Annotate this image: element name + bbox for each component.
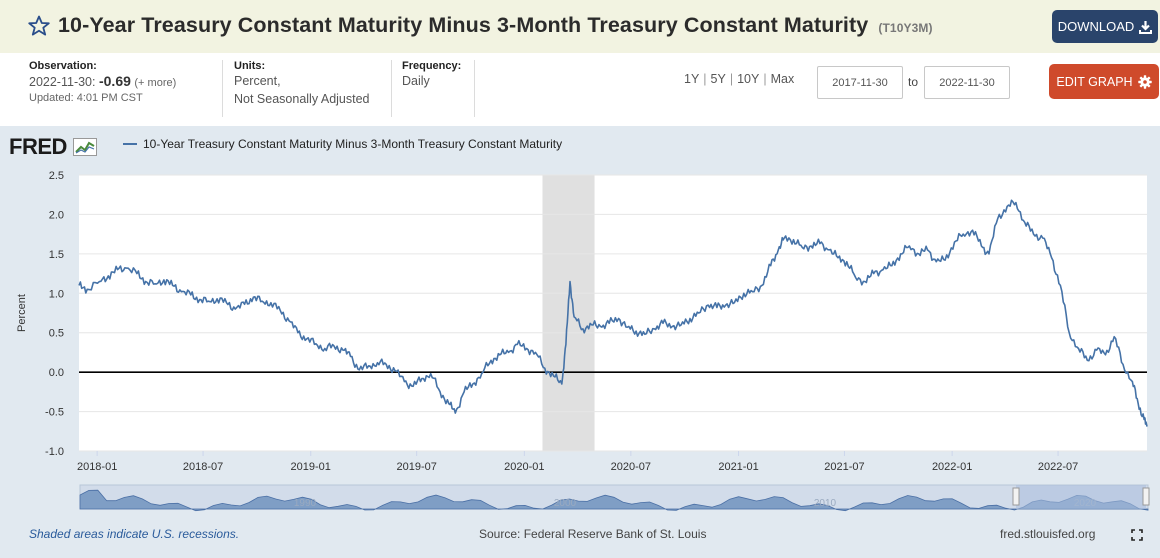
fred-logo-chart-icon [72, 138, 97, 156]
page-title: 10-Year Treasury Constant Maturity Minus… [58, 13, 933, 38]
range-5y[interactable]: 5Y [710, 72, 726, 86]
edit-graph-label: EDIT GRAPH [1056, 74, 1133, 89]
series-line [78, 199, 1148, 427]
units-block: Units: Percent, Not Seasonally Adjusted [234, 60, 370, 120]
chart-panel: FRED 10-Year Treasury Constant Maturity … [0, 126, 1160, 558]
x-tick-label: 2022-01 [932, 461, 972, 473]
divider [391, 60, 392, 117]
y-tick-label: -1.0 [45, 446, 64, 458]
download-label: DOWNLOAD [1057, 19, 1135, 34]
units-line2: Not Seasonally Adjusted [234, 92, 370, 106]
units-label: Units: [234, 60, 266, 72]
divider [474, 60, 475, 117]
divider [222, 60, 223, 117]
range-separator: | [763, 72, 767, 86]
frequency-label: Frequency: [402, 60, 462, 72]
range-selector: 1Y | 5Y | 10Y | Max [684, 72, 794, 86]
x-tick-label: 2021-07 [824, 461, 864, 473]
fullscreen-icon[interactable] [1131, 529, 1143, 541]
y-tick-label: 1.0 [49, 288, 64, 300]
series-title: 10-Year Treasury Constant Maturity Minus… [58, 13, 869, 37]
gear-icon [1137, 74, 1152, 89]
start-date-input[interactable]: 2017-11-30 [817, 66, 903, 99]
end-date-input[interactable]: 2022-11-30 [924, 66, 1010, 99]
navigator-label: 1990 [294, 498, 317, 509]
observation-block: Observation: 2022-11-30: -0.69 (+ more) … [29, 60, 176, 120]
frequency-value: Daily [402, 74, 430, 88]
plot-area [79, 175, 1147, 451]
x-tick-label: 2018-01 [77, 461, 117, 473]
star-icon[interactable] [27, 14, 51, 38]
units-line1: Percent, [234, 74, 281, 88]
y-axis-label: Percent [16, 294, 28, 332]
x-tick-label: 2020-07 [611, 461, 651, 473]
observation-label: Observation: [29, 60, 97, 72]
x-tick-label: 2021-01 [718, 461, 758, 473]
frequency-block: Frequency: Daily [402, 60, 461, 120]
download-icon [1139, 20, 1153, 34]
recession-note[interactable]: Shaded areas indicate U.S. recessions. [29, 527, 240, 541]
y-tick-label: 1.5 [49, 249, 64, 261]
x-tick-label: 2022-07 [1038, 461, 1078, 473]
range-1y[interactable]: 1Y [684, 72, 700, 86]
edit-graph-button[interactable]: EDIT GRAPH [1049, 64, 1159, 99]
download-button[interactable]: DOWNLOAD [1052, 10, 1158, 43]
navigator-handle[interactable] [1012, 487, 1020, 506]
y-tick-label: 0.0 [49, 367, 64, 379]
x-tick-label: 2018-07 [183, 461, 223, 473]
x-tick-label: 2019-07 [396, 461, 436, 473]
observation-date: 2022-11-30: [29, 75, 96, 89]
navigator-handle[interactable] [1142, 487, 1150, 506]
observation-more-link[interactable]: (+ more) [134, 77, 177, 89]
range-separator: | [729, 72, 734, 86]
chart-legend: 10-Year Treasury Constant Maturity Minus… [123, 137, 562, 151]
y-tick-label: 2.5 [49, 170, 64, 182]
site-url[interactable]: fred.stlouisfed.org [1000, 527, 1096, 541]
range-separator: | [703, 72, 707, 86]
x-tick-label: 2020-01 [504, 461, 544, 473]
observation-line: 2022-11-30: -0.69 (+ more) [29, 72, 176, 92]
series-id: (T10Y3M) [878, 21, 933, 35]
range-max[interactable]: Max [770, 72, 795, 86]
x-tick-label: 2019-01 [291, 461, 331, 473]
legend-label: 10-Year Treasury Constant Maturity Minus… [143, 137, 563, 151]
fred-logo-text: FRED [9, 134, 67, 159]
y-tick-label: 2.0 [49, 209, 64, 221]
navigator-window [1016, 485, 1146, 509]
fred-logo: FRED [9, 134, 97, 160]
navigator-label: 2000 [554, 498, 577, 509]
line-chart[interactable]: 2.5 2.0 1.5 1.0 0.5 0.0 -0.5 -1.0 2018-01 2018-07… [0, 126, 1160, 558]
to-label: to [908, 75, 919, 89]
navigator-label: 2010 [814, 498, 837, 509]
source-credit: Source: Federal Reserve Bank of St. Loui… [479, 527, 707, 541]
observation-value: -0.69 [98, 73, 131, 89]
updated-time: Updated: 4:01 PM CST [29, 92, 143, 104]
title-bar: 10-Year Treasury Constant Maturity Minus… [0, 0, 1160, 53]
y-tick-label: 0.5 [49, 328, 64, 340]
range-10y[interactable]: 10Y [737, 72, 760, 86]
legend-swatch [123, 143, 137, 145]
navigator-area [79, 489, 1149, 512]
y-tick-label: -0.5 [45, 407, 64, 419]
